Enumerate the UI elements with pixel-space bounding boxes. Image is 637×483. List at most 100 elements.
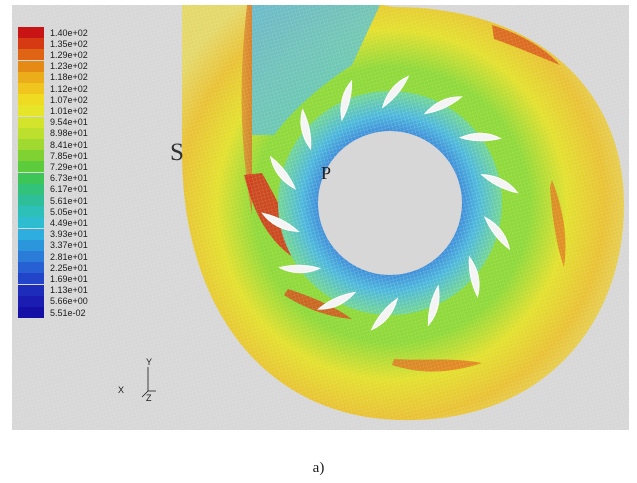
impeller-blade [370, 297, 399, 331]
legend-label: 5.66e+00 [50, 296, 88, 307]
impeller-blades [261, 75, 519, 331]
legend-label: 1.13e+01 [50, 285, 88, 296]
legend-entry: 6.17e+01 [18, 183, 88, 195]
legend-swatch [18, 49, 44, 61]
legend-swatch [18, 105, 44, 117]
contour-field [12, 5, 629, 430]
legend-swatch [18, 94, 44, 106]
legend-label: 3.93e+01 [50, 229, 88, 240]
legend-label: 7.29e+01 [50, 161, 88, 172]
legend-entry: 1.40e+02 [18, 27, 88, 38]
legend-label: 1.07e+02 [50, 94, 88, 105]
axis-z-label: Z [146, 393, 152, 403]
legend-swatch [18, 161, 44, 173]
legend-swatch [18, 195, 44, 206]
legend-swatch [18, 284, 44, 296]
velocity-contour-plot: 1.40e+02 1.35e+02 1.29e+02 1.23e+02 1.18e+02… [12, 5, 629, 430]
legend-label: 4.49e+01 [50, 217, 88, 228]
legend-swatch [18, 295, 44, 307]
impeller-blade [381, 75, 410, 109]
legend-entry: 7.85e+01 [18, 150, 88, 162]
legend-entry: 1.69e+01 [18, 273, 88, 285]
legend-label: 5.05e+01 [50, 206, 88, 217]
legend-swatch [18, 262, 44, 274]
legend-entry: 5.61e+01 [18, 195, 88, 206]
legend-entry: 8.41e+01 [18, 139, 88, 150]
legend-label: 1.18e+02 [50, 72, 88, 83]
legend-label: 1.40e+02 [50, 27, 88, 38]
legend-swatch [18, 150, 44, 162]
legend-entry: 1.07e+02 [18, 94, 88, 106]
legend-label: 9.54e+01 [50, 117, 88, 128]
legend-swatch [18, 183, 44, 195]
legend-label: 8.98e+01 [50, 128, 88, 139]
legend-swatch [18, 251, 44, 262]
legend-entry: 7.29e+01 [18, 161, 88, 173]
legend-label: 2.81e+01 [50, 251, 88, 262]
legend-swatch [18, 206, 44, 218]
legend-swatch [18, 83, 44, 94]
axis-triad: Y X Z [116, 357, 156, 403]
impeller-blade [261, 212, 300, 232]
legend-entry: 3.37e+01 [18, 239, 88, 251]
legend-label: 1.23e+02 [50, 61, 88, 72]
legend-entry: 1.29e+02 [18, 49, 88, 61]
legend-entry: 4.49e+01 [18, 217, 88, 229]
impeller-blade [278, 264, 322, 274]
legend-swatch [18, 71, 44, 83]
impeller-blade [300, 108, 312, 151]
impeller-blade [423, 96, 463, 115]
legend-entry: 1.01e+02 [18, 105, 88, 117]
legend-entry: 6.73e+01 [18, 172, 88, 184]
impeller-blade [427, 284, 440, 327]
impeller-blade [483, 216, 511, 251]
legend-swatch [18, 27, 44, 38]
impeller-blade [480, 174, 519, 194]
legend-swatch [18, 127, 44, 139]
axis-y-label: Y [146, 357, 153, 367]
legend-entry: 9.54e+01 [18, 116, 88, 128]
legend-label: 1.01e+02 [50, 105, 88, 116]
legend-label: 1.35e+02 [50, 38, 88, 49]
hub-hole [318, 131, 462, 275]
legend-entry: 1.35e+02 [18, 38, 88, 50]
legend-entry: 1.23e+02 [18, 60, 88, 72]
legend-label: 6.17e+01 [50, 184, 88, 195]
axis-x-label: X [118, 385, 125, 395]
figure-caption: a) [312, 460, 325, 476]
legend-entry: 1.18e+02 [18, 71, 88, 83]
legend-swatch [18, 217, 44, 229]
legend-swatch [18, 273, 44, 285]
legend-entry: 1.13e+01 [18, 284, 88, 296]
label-p: P [321, 163, 332, 183]
impeller-blade [468, 255, 480, 298]
legend-entry: 2.25e+01 [18, 262, 88, 274]
impeller-blade [340, 79, 353, 122]
legend-label: 1.29e+02 [50, 49, 88, 60]
volute-casing [12, 5, 629, 430]
legend-swatch [18, 239, 44, 251]
legend-label: 5.51e-02 [50, 307, 86, 318]
axis-triad-lines [141, 367, 156, 398]
impeller-blade [458, 132, 502, 142]
legend-swatch [18, 307, 44, 318]
legend-label: 3.37e+01 [50, 240, 88, 251]
legend-entry: 8.98e+01 [18, 127, 88, 139]
legend-label: 5.61e+01 [50, 195, 88, 206]
legend-swatch [18, 116, 44, 128]
label-s: S [170, 139, 184, 166]
legend-swatch [18, 60, 44, 72]
legend-swatch [18, 38, 44, 50]
legend-label: 1.69e+01 [50, 273, 88, 284]
legend-label: 1.12e+02 [50, 83, 88, 94]
impeller-blade [317, 291, 357, 310]
legend-entry: 3.93e+01 [18, 228, 88, 240]
legend-entry: 2.81e+01 [18, 251, 88, 262]
legend-entry: 1.12e+02 [18, 83, 88, 94]
legend-label: 2.25e+01 [50, 262, 88, 273]
legend-swatch [18, 228, 44, 240]
legend-entry: 5.05e+01 [18, 206, 88, 218]
legend-label: 6.73e+01 [50, 173, 88, 184]
legend-swatch [18, 139, 44, 150]
legend-swatch [18, 172, 44, 184]
